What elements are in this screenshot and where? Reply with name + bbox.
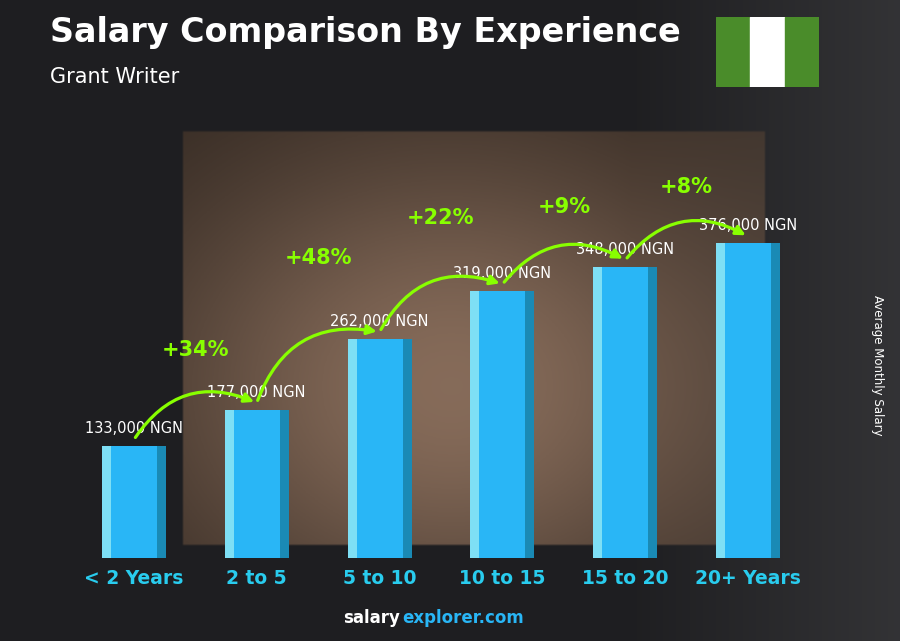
Bar xyxy=(716,244,780,558)
Bar xyxy=(716,244,725,558)
Bar xyxy=(471,291,535,558)
Bar xyxy=(771,244,780,558)
Text: +8%: +8% xyxy=(661,178,713,197)
Text: 177,000 NGN: 177,000 NGN xyxy=(208,385,306,399)
Bar xyxy=(225,410,234,558)
Bar xyxy=(593,267,602,558)
Bar xyxy=(526,291,535,558)
Bar xyxy=(716,17,750,87)
Bar xyxy=(157,447,166,558)
Text: Salary Comparison By Experience: Salary Comparison By Experience xyxy=(50,16,680,49)
Text: +9%: +9% xyxy=(537,197,590,217)
Text: explorer.com: explorer.com xyxy=(402,609,524,627)
Text: +22%: +22% xyxy=(407,208,475,228)
Text: Grant Writer: Grant Writer xyxy=(50,67,179,87)
Bar xyxy=(648,267,657,558)
Text: 319,000 NGN: 319,000 NGN xyxy=(454,266,552,281)
Bar xyxy=(225,410,289,558)
Bar xyxy=(402,338,411,558)
Bar xyxy=(593,267,657,558)
Bar xyxy=(785,17,819,87)
Text: Average Monthly Salary: Average Monthly Salary xyxy=(871,295,884,436)
Text: +34%: +34% xyxy=(161,340,229,360)
Text: 262,000 NGN: 262,000 NGN xyxy=(330,313,428,329)
Bar xyxy=(750,17,785,87)
Bar xyxy=(102,447,111,558)
Bar xyxy=(471,291,480,558)
Text: salary: salary xyxy=(344,609,400,627)
Text: +48%: +48% xyxy=(284,247,352,267)
Bar xyxy=(102,447,166,558)
Bar xyxy=(347,338,356,558)
Text: 348,000 NGN: 348,000 NGN xyxy=(576,242,674,256)
Bar xyxy=(347,338,411,558)
Text: 376,000 NGN: 376,000 NGN xyxy=(699,219,797,233)
Bar xyxy=(280,410,289,558)
Text: 133,000 NGN: 133,000 NGN xyxy=(85,421,183,437)
